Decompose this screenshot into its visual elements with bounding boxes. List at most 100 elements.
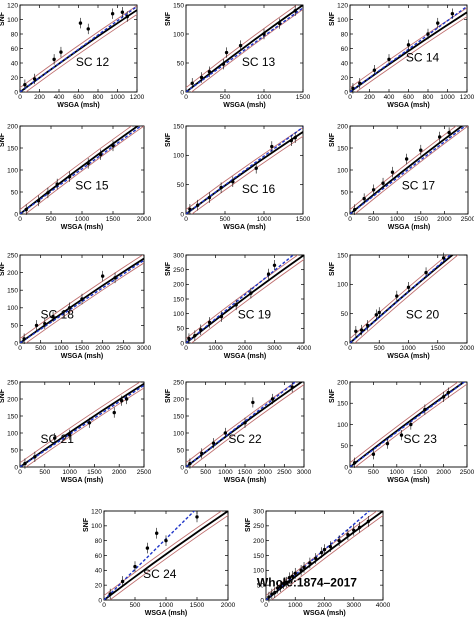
x-axis-title: WSGA (msh) [303, 610, 346, 617]
y-tick-label: 0 [260, 597, 264, 604]
data-point [272, 263, 277, 267]
data-point [284, 580, 289, 584]
data-point [290, 385, 294, 389]
data-point [251, 400, 255, 405]
panel-label: Whole:1874–2017 [257, 576, 357, 590]
data-point [266, 272, 271, 276]
panel-label: SC 17 [402, 178, 436, 192]
data-point [207, 320, 212, 325]
x-tick-label: 1000 [208, 345, 223, 352]
x-tick-label: 1500 [296, 94, 311, 101]
y-tick-label: 50 [341, 443, 349, 450]
x-axis-title: WSGA (msh) [387, 102, 430, 109]
y-tick-label: 200 [7, 270, 18, 277]
fit-curve [104, 511, 228, 600]
y-tick-label: 150 [337, 145, 348, 152]
y-tick-label: 60 [11, 46, 19, 53]
data-point [187, 336, 191, 341]
data-point [125, 14, 129, 19]
data-point [110, 12, 115, 16]
data-point [155, 531, 159, 535]
x-tick-label: 2000 [137, 216, 152, 223]
y-tick-label: 100 [173, 31, 184, 38]
data-point [419, 148, 423, 152]
y-tick-label: 150 [7, 288, 18, 295]
x-tick-label: 600 [73, 94, 84, 101]
x-tick-label: 500 [130, 602, 141, 609]
x-axis-title: WSGA (msh) [61, 353, 104, 360]
data-point [196, 203, 200, 207]
y-tick-label: 120 [91, 508, 102, 515]
data-point [377, 310, 381, 315]
x-tick-label: 800 [93, 94, 104, 101]
data-point [36, 199, 41, 203]
x-tick-label: 200 [364, 94, 375, 101]
data-point [372, 68, 377, 72]
x-tick-label: 1000 [257, 216, 272, 223]
data-point [390, 170, 395, 174]
y-tick-label: 60 [341, 46, 349, 53]
x-tick-label: 1200 [130, 94, 145, 101]
x-tick-label: 1500 [296, 216, 311, 223]
data-point [358, 81, 362, 86]
upper-band-curve [186, 127, 303, 210]
data-point [243, 421, 247, 425]
x-axis-title: WSGA (msh) [57, 102, 100, 109]
data-point [357, 525, 362, 530]
x-tick-label: 2500 [277, 469, 292, 476]
y-axis-title: SNF [329, 388, 336, 403]
linear-fit-line [350, 382, 466, 467]
data-point [395, 294, 399, 298]
data-point [119, 399, 124, 403]
panel-label: SC 22 [228, 432, 262, 446]
x-tick-label: 500 [368, 469, 379, 476]
y-tick-label: 200 [337, 379, 348, 386]
data-point [188, 207, 192, 212]
data-point [270, 397, 275, 401]
x-tick-label: 1000 [218, 469, 233, 476]
x-tick-label: 2000 [238, 345, 253, 352]
x-tick-label: 1000 [288, 602, 303, 609]
y-tick-label: 0 [14, 464, 18, 471]
x-tick-label: 500 [220, 216, 231, 223]
data-point [322, 547, 327, 552]
x-tick-label: 1000 [159, 602, 174, 609]
x-tick-label: 2000 [317, 602, 332, 609]
data-point [319, 550, 324, 555]
data-point [277, 21, 282, 26]
data-point [314, 556, 318, 561]
data-point [293, 9, 297, 13]
y-tick-label: 0 [344, 464, 348, 471]
plot-frame [185, 4, 304, 93]
y-tick-label: 20 [11, 75, 19, 82]
y-tick-label: 40 [341, 60, 349, 67]
data-point [223, 431, 228, 435]
data-point [446, 390, 450, 395]
x-axis-title: WSGA (msh) [223, 224, 266, 231]
data-point [381, 181, 385, 185]
data-point [374, 313, 379, 317]
panel-1: 0 200 400 600 800 1000 1200 0 20 40 60 80 100 120 WSGA… [0, 2, 145, 109]
data-point [46, 191, 50, 195]
x-tick-label: 500 [46, 216, 57, 223]
x-tick-label: 3000 [347, 602, 362, 609]
data-point [426, 32, 430, 36]
y-tick-label: 60 [95, 553, 103, 560]
y-tick-label: 100 [7, 167, 18, 174]
data-point [23, 83, 27, 87]
x-tick-label: 1000 [390, 469, 405, 476]
y-axis-title: SNF [245, 517, 252, 532]
data-point [437, 135, 442, 139]
panel-13: 0 500 1000 1500 2000 0 20 40 60 80 100 120 WSGA (msh… [83, 508, 236, 617]
y-tick-label: 0 [14, 340, 18, 347]
data-point [352, 528, 356, 532]
x-axis-title: WSGA (msh) [387, 353, 430, 360]
x-tick-label: 0 [348, 216, 352, 223]
data-point [86, 27, 90, 31]
y-tick-label: 0 [344, 89, 348, 96]
x-tick-label: 1500 [75, 345, 90, 352]
data-point [238, 43, 243, 48]
lower-band-curve [25, 387, 144, 467]
linear-fit-line [186, 126, 303, 214]
linear-fit-line [186, 255, 295, 343]
